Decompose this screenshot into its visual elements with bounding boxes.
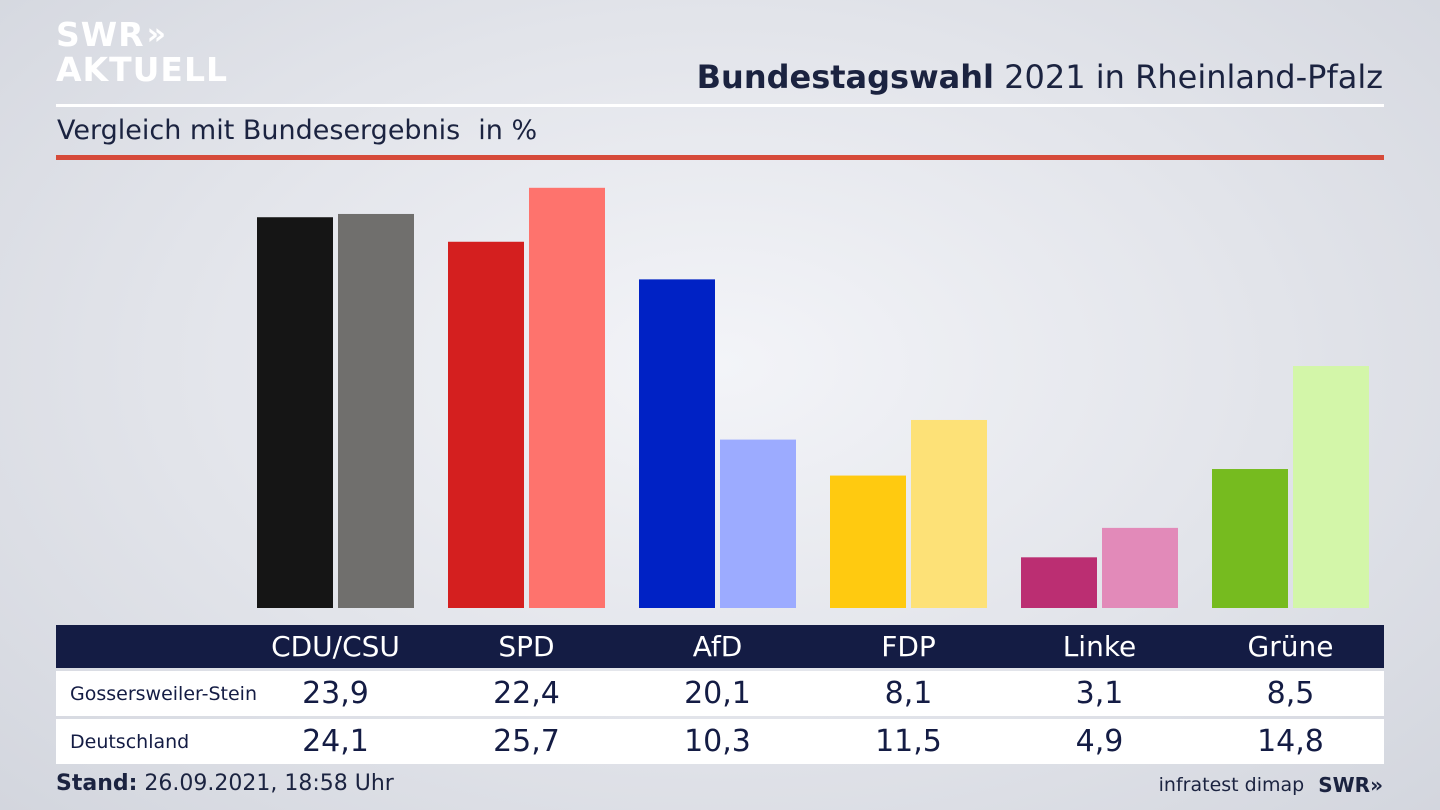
table-header-row: CDU/CSU SPD AfD FDP Linke Grüne <box>56 625 1384 668</box>
bar-gruene-deutschland <box>1293 366 1369 608</box>
column-header-fdp: FDP <box>881 630 936 663</box>
page-title: Bundestagswahl 2021 in Rheinland-Pfalz <box>697 58 1383 96</box>
results-table: CDU/CSU SPD AfD FDP Linke Grüne Gossersweiler… <box>56 625 1384 764</box>
bar-afd-deutschland <box>720 439 796 608</box>
table-row: Deutschland 24,1 25,7 10,3 11,5 4,9 14,8 <box>56 719 1384 764</box>
row-label: Deutschland <box>70 730 190 753</box>
column-header-cdu: CDU/CSU <box>271 630 400 663</box>
value-cell-linke: 3,1 <box>1075 676 1124 711</box>
title-bold: Bundestagswahl <box>696 58 994 96</box>
stand-label: Stand: <box>56 771 138 796</box>
bar-afd-gossersweiler-stein <box>639 279 715 608</box>
subtitle-divider <box>56 155 1384 160</box>
bar-fdp-gossersweiler-stein <box>830 475 906 608</box>
column-header-spd: SPD <box>498 630 555 663</box>
bar-linke-gossersweiler-stein <box>1021 557 1097 608</box>
value-cell-cdu: 23,9 <box>302 676 369 711</box>
subtitle-text: Vergleich mit Bundesergebnis <box>57 115 461 146</box>
unit-label: in % <box>478 115 538 146</box>
value-cell-gruene: 14,8 <box>1257 724 1324 759</box>
value-cell-linke: 4,9 <box>1075 724 1124 759</box>
bar-cdu-deutschland <box>338 213 414 608</box>
bar-spd-deutschland <box>529 187 605 608</box>
source-credit: infratest dimap SWR» <box>1159 773 1383 797</box>
source-text: infratest dimap <box>1158 774 1305 796</box>
title-rest: 2021 in Rheinland-Pfalz <box>994 58 1383 96</box>
chart-subtitle: Vergleich mit Bundesergebnis in % <box>57 115 537 146</box>
timestamp: Stand: 26.09.2021, 18:58 Uhr <box>56 771 394 796</box>
value-cell-afd: 10,3 <box>684 724 751 759</box>
value-cell-fdp: 8,1 <box>884 676 933 711</box>
table-row: Gossersweiler-Stein 23,9 22,4 20,1 8,1 3,1 8,… <box>56 671 1384 716</box>
logo-swr-text: SWR <box>56 15 145 54</box>
logo-aktuell-text: AKTUELL <box>56 50 229 89</box>
value-cell-afd: 20,1 <box>684 676 751 711</box>
column-header-gruene: Grüne <box>1247 630 1334 663</box>
swr-aktuell-logo: SWR» AKTUELL <box>56 18 228 86</box>
value-cell-fdp: 11,5 <box>875 724 942 759</box>
swr-brand: SWR» <box>1318 773 1383 797</box>
column-header-afd: AfD <box>692 630 743 663</box>
bar-linke-deutschland <box>1102 527 1178 608</box>
value-cell-spd: 22,4 <box>493 676 560 711</box>
value-cell-gruene: 8,5 <box>1266 676 1315 711</box>
stand-value: 26.09.2021, 18:58 Uhr <box>137 771 394 796</box>
header-divider <box>56 104 1384 107</box>
bar-gruene-gossersweiler-stein <box>1212 469 1288 608</box>
value-cell-cdu: 24,1 <box>302 724 369 759</box>
row-label: Gossersweiler-Stein <box>70 682 257 705</box>
column-header-linke: Linke <box>1062 630 1137 663</box>
bar-fdp-deutschland <box>911 419 987 608</box>
value-cell-spd: 25,7 <box>493 724 560 759</box>
bar-cdu-gossersweiler-stein <box>257 217 333 609</box>
bar-spd-gossersweiler-stein <box>448 241 524 608</box>
